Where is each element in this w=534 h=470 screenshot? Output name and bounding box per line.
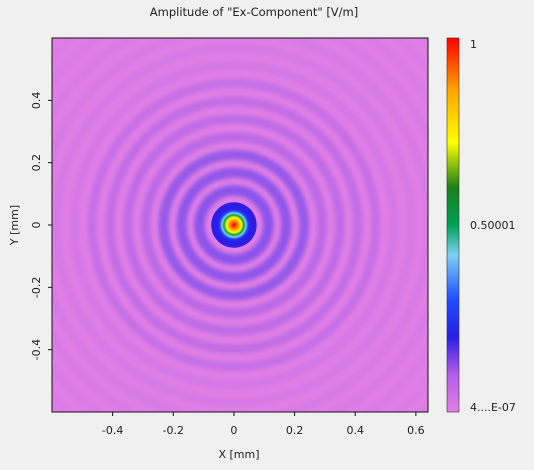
- ripple-ring: [194, 185, 274, 265]
- x-tick-label: 0.4: [346, 424, 364, 437]
- x-tick-label: -0.2: [163, 424, 184, 437]
- y-axis-label: Y [mm]: [8, 205, 21, 246]
- y-tick-label: 0.2: [30, 154, 43, 172]
- field-rings: [52, 43, 416, 407]
- colorbar: 1 0.50001 4....E-07: [446, 37, 516, 414]
- x-tick-label: 0.2: [286, 424, 304, 437]
- ripple-ring: [176, 167, 292, 283]
- y-tick-label: 0: [30, 222, 43, 229]
- ripple-ring: [87, 78, 381, 372]
- y-tick-label: -0.2: [30, 277, 43, 298]
- y-tick-label: 0.4: [30, 92, 43, 110]
- ripple-ring: [52, 43, 416, 407]
- ripple-ring: [69, 60, 399, 390]
- ripple-ring: [140, 131, 328, 319]
- colorbar-mid-label: 0.50001: [470, 219, 516, 232]
- x-tick-label: 0: [230, 424, 237, 437]
- ripple-ring: [123, 114, 345, 336]
- colorbar-scale: [446, 37, 460, 413]
- colorbar-min-label: 4....E-07: [470, 401, 516, 414]
- plot-area: [51, 37, 429, 413]
- y-axis: 0.4 0.2 0 -0.2 -0.4: [30, 92, 52, 360]
- x-tick-label: 0.6: [407, 424, 425, 437]
- x-axis-label: X [mm]: [218, 448, 259, 461]
- ripple-ring: [158, 149, 310, 301]
- chart-title: Amplitude of "Ex-Component" [V/m]: [150, 5, 358, 19]
- core-peak: [217, 208, 251, 242]
- y-tick-label: -0.4: [30, 339, 43, 360]
- x-axis: -0.4 -0.2 0 0.2 0.4 0.6: [102, 412, 425, 437]
- x-tick-label: -0.4: [102, 424, 123, 437]
- colorbar-max-label: 1: [470, 38, 477, 51]
- ripple-ring: [105, 96, 363, 354]
